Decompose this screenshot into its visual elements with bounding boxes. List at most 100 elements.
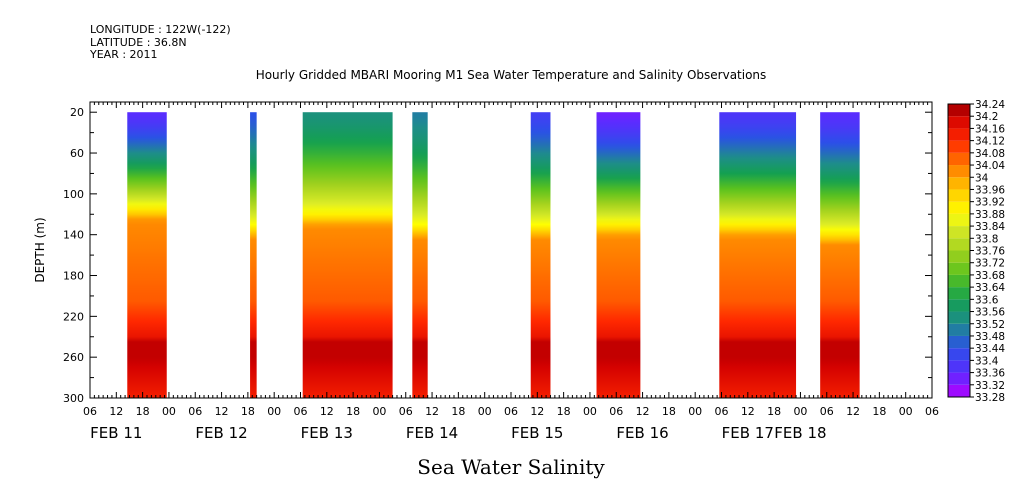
x-tick-label: 06: [925, 405, 939, 418]
date-label: FEB 16: [616, 424, 668, 442]
x-tick-label: 00: [899, 405, 913, 418]
colorbar-label: 33.92: [975, 197, 1005, 209]
x-tick-label: 00: [372, 405, 386, 418]
plot-frame: [89, 101, 933, 399]
y-tick-label: 300: [63, 392, 84, 405]
colorbar-cell: [948, 213, 970, 227]
colorbar-cell: [948, 384, 970, 397]
colorbar-cell: [948, 140, 970, 153]
x-tick-label: 12: [530, 405, 544, 418]
year-label: YEAR : 2011: [90, 48, 158, 61]
latitude-label: LATITUDE : 36.8N: [90, 35, 187, 49]
date-label: FEB 13: [301, 424, 353, 442]
longitude-label: LONGITUDE : 122W(-122): [90, 23, 231, 36]
colorbar-label: 33.72: [975, 258, 1005, 270]
plot-axes: 06 12 18 00 06 12 18 00 06 12 18 00 06 12 18 00 06 12 18 00…: [33, 101, 939, 442]
metadata-header: LONGITUDE : 122W(-122) LATITUDE : 36.8N …: [90, 23, 231, 62]
x-tick-label: 00: [688, 405, 702, 418]
x-tick-label: 00: [478, 405, 492, 418]
colorbar-label: 33.68: [975, 270, 1005, 282]
colorbar-label: 33.88: [975, 209, 1005, 221]
x-tick-label: 18: [241, 405, 255, 418]
colorbar-cell: [948, 104, 970, 117]
x-tick-label: 06: [399, 405, 413, 418]
x-tick-label: 06: [504, 405, 518, 418]
colorbar-cell: [948, 238, 970, 251]
colorbar-cell: [948, 262, 970, 275]
colorbar-label: 34.24: [975, 99, 1005, 111]
x-tick-label: 06: [188, 405, 202, 418]
date-label: FEB 18: [774, 424, 826, 442]
colorbar-cell: [948, 226, 970, 239]
colorbar-label: 33.44: [975, 343, 1005, 355]
colorbar-label: 33.8: [975, 233, 998, 245]
y-tick-label: 20: [70, 106, 84, 119]
data-segments: [127, 112, 860, 398]
colorbar-label: 34.16: [975, 123, 1005, 135]
x-tick-label: 06: [715, 405, 729, 418]
date-label: FEB 17: [722, 424, 774, 442]
colorbar-cell: [948, 299, 970, 312]
colorbar-cell: [948, 287, 970, 300]
colorbar-label: 33.48: [975, 331, 1005, 343]
data-segment: [412, 112, 428, 398]
x-tick-label: 06: [820, 405, 834, 418]
x-tick-label: 18: [346, 405, 360, 418]
x-tick-label: 12: [741, 405, 755, 418]
y-tick-label: 140: [63, 229, 84, 242]
x-tick-label: 12: [425, 405, 439, 418]
colorbar-label: 33.64: [975, 282, 1005, 294]
x-tick-label: 18: [557, 405, 571, 418]
data-segment: [302, 112, 393, 398]
colorbar-cell: [948, 274, 970, 288]
data-segment: [820, 112, 860, 398]
x-tick-label: 00: [267, 405, 281, 418]
y-tick-label: 60: [70, 147, 84, 160]
colorbar-label: 33.28: [975, 392, 1005, 404]
colorbar-label: 34.12: [975, 136, 1005, 148]
x-tick-label: 12: [846, 405, 860, 418]
colorbar-cell: [948, 201, 970, 214]
date-label: FEB 15: [511, 424, 563, 442]
colorbar-cell: [948, 152, 970, 166]
x-tick-label: 18: [136, 405, 150, 418]
x-tick-label: 06: [294, 405, 308, 418]
date-label: FEB 14: [406, 424, 458, 442]
x-tick-label: 00: [793, 405, 807, 418]
colorbar-label: 33.52: [975, 319, 1005, 331]
data-segment: [596, 112, 641, 398]
colorbar-label: 34: [975, 172, 989, 184]
y-tick-label: 220: [63, 310, 84, 323]
colorbar-cell: [948, 128, 970, 141]
x-tick-label: 12: [109, 405, 123, 418]
x-tick-label: 00: [162, 405, 176, 418]
colorbar-cell: [948, 335, 970, 349]
chart-title: Hourly Gridded MBARI Mooring M1 Sea Wate…: [255, 68, 767, 82]
colorbar-cell: [948, 360, 970, 373]
colorbar-label: 33.36: [975, 368, 1005, 380]
data-segment: [530, 112, 551, 398]
x-tick-label: 00: [583, 405, 597, 418]
data-segment: [127, 112, 167, 398]
colorbar-label: 33.6: [975, 294, 999, 306]
colorbar-label: 34.08: [975, 148, 1005, 160]
colorbar-cell: [948, 189, 970, 202]
x-tick-label: 06: [83, 405, 97, 418]
colorbar-cell: [948, 116, 970, 129]
x-tick-label: 18: [872, 405, 886, 418]
colorbar: 33.2833.3233.3633.433.4433.4833.5233.563…: [947, 99, 1005, 404]
colorbar-cell: [948, 323, 970, 336]
colorbar-label: 33.56: [975, 307, 1005, 319]
date-label: FEB 11: [90, 424, 142, 442]
x-tick-label: 12: [636, 405, 650, 418]
figure-caption: Sea Water Salinity: [417, 455, 605, 479]
colorbar-label: 33.96: [975, 184, 1005, 196]
colorbar-cell: [948, 250, 970, 263]
x-tick-label: 12: [320, 405, 334, 418]
colorbar-cell: [948, 311, 970, 324]
y-tick-label: 180: [63, 270, 84, 283]
data-segment: [719, 112, 797, 398]
x-tick-label: 06: [609, 405, 623, 418]
data-segment: [250, 112, 257, 398]
